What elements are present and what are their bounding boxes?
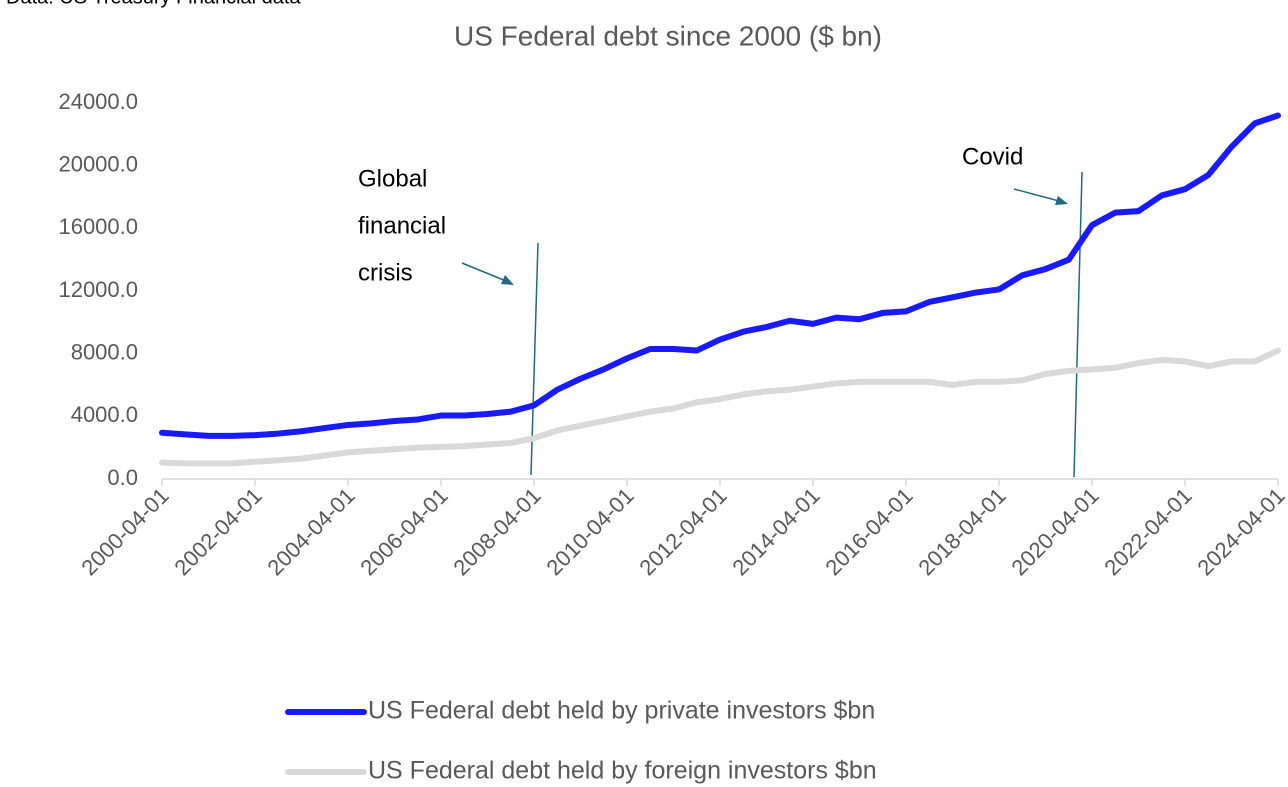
x-tick-label: 2010-04-01 [541, 483, 638, 580]
y-tick-label: 20000.0 [58, 151, 138, 176]
legend-label: US Federal debt held by private investor… [368, 697, 875, 725]
x-tick-label: 2002-04-01 [169, 483, 266, 580]
annotation-text: financial [358, 212, 446, 239]
x-tick-label: 2004-04-01 [262, 483, 359, 580]
annotation-text: crisis [358, 259, 413, 286]
x-tick-label: 2012-04-01 [634, 483, 731, 580]
x-tick-label: 2000-04-01 [76, 483, 173, 580]
arrow-head [1055, 196, 1068, 205]
series-line [159, 347, 1281, 467]
x-tick-label: 2016-04-01 [820, 483, 917, 580]
event-line [1073, 171, 1083, 478]
annotation-covid: Covid [962, 143, 1083, 478]
arrow-head [501, 275, 514, 285]
y-tick-label: 8000.0 [71, 339, 138, 364]
legend-label: US Federal debt held by foreign investor… [368, 757, 877, 785]
source-note: Data: US Treasury Financial data [6, 0, 301, 8]
annotation-gfc: Global financial crisis [358, 165, 539, 476]
arrow-shaft [1013, 188, 1060, 202]
y-tick-label: 0.0 [107, 465, 138, 490]
legend-item: US Federal debt held by foreign investor… [285, 757, 877, 785]
y-tick-label: 16000.0 [58, 214, 138, 239]
x-tick-label: 2020-04-01 [1006, 483, 1103, 580]
chart-title: US Federal debt since 2000 ($ bn) [454, 20, 882, 51]
x-tick-label: 2018-04-01 [913, 483, 1010, 580]
x-tick-label: 2014-04-01 [727, 483, 824, 580]
arrow-shaft [461, 262, 507, 282]
x-tick-label: 2024-04-01 [1192, 483, 1288, 580]
y-tick-label: 24000.0 [58, 89, 138, 114]
x-tick-label: 2008-04-01 [448, 483, 545, 580]
series-line [159, 112, 1281, 439]
annotation-text: Global [358, 165, 427, 192]
annotation-text: Covid [962, 143, 1023, 170]
legend-item: US Federal debt held by private investor… [285, 697, 875, 725]
x-tick-label: 2022-04-01 [1099, 483, 1196, 580]
y-tick-label: 4000.0 [71, 402, 138, 427]
y-tick-label: 12000.0 [58, 277, 138, 302]
x-tick-label: 2006-04-01 [355, 483, 452, 580]
